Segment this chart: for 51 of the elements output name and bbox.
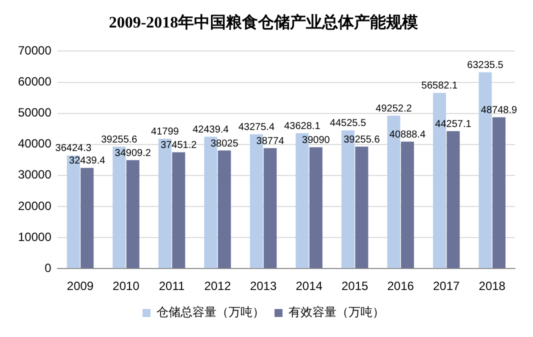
x-tick-label: 2010 <box>112 279 140 294</box>
data-label: 49252.2 <box>376 103 412 114</box>
bar <box>492 117 506 268</box>
data-label: 48748.9 <box>480 104 518 116</box>
data-label: 36424.3 <box>55 143 92 154</box>
data-label: 37451.2 <box>160 140 198 152</box>
legend-label: 有效容量（万吨） <box>288 305 384 320</box>
x-tick-label: 2014 <box>296 279 323 294</box>
x-tick-label: 2016 <box>387 279 414 294</box>
x-tick-label: 2018 <box>478 279 506 294</box>
x-tick-label: 2012 <box>204 279 232 294</box>
bar <box>80 168 94 268</box>
y-tick-label: 0 <box>44 260 52 275</box>
data-label: 32439.4 <box>69 156 106 167</box>
x-tick-label: 2009 <box>66 279 94 294</box>
data-label: 42439.4 <box>192 124 230 136</box>
data-label: 44525.5 <box>330 118 366 130</box>
data-label: 34909.2 <box>114 148 152 159</box>
data-label: 39090 <box>302 134 330 146</box>
x-tick-label: 2015 <box>341 279 368 294</box>
bar <box>264 148 277 268</box>
y-tick-label: 60000 <box>18 74 52 89</box>
data-label: 39255.6 <box>101 134 138 146</box>
x-tick-label: 2011 <box>158 279 185 294</box>
legend-label: 仓储总容量（万吨） <box>156 305 264 320</box>
x-tick-label: 2013 <box>250 279 277 294</box>
y-tick-label: 70000 <box>18 44 52 58</box>
data-label: 38774 <box>256 136 285 147</box>
data-label: 43628.1 <box>284 120 321 132</box>
y-tick-label: 30000 <box>18 168 52 182</box>
bar <box>172 152 186 268</box>
bar <box>400 142 414 268</box>
y-tick-label: 10000 <box>18 230 52 244</box>
data-label: 40888.4 <box>389 129 426 140</box>
bar <box>218 150 231 268</box>
data-label: 56582.1 <box>421 80 458 92</box>
bar <box>446 131 460 268</box>
bar <box>309 147 322 268</box>
y-tick-label: 40000 <box>18 136 52 151</box>
y-tick-label: 20000 <box>18 198 52 213</box>
bar <box>126 160 140 268</box>
y-tick-label: 50000 <box>18 106 52 120</box>
data-label: 38025 <box>210 138 239 150</box>
chart-title: 2009-2018年中国粮食仓储产业总体产能规模 <box>108 14 418 32</box>
data-label: 39255.6 <box>344 134 380 146</box>
x-tick-label: 2017 <box>433 279 460 294</box>
bar <box>355 146 368 268</box>
data-label: 44257.1 <box>435 118 472 130</box>
data-label: 63235.5 <box>467 60 504 71</box>
data-label: 43275.4 <box>238 122 275 133</box>
data-label: 41799 <box>151 126 180 138</box>
